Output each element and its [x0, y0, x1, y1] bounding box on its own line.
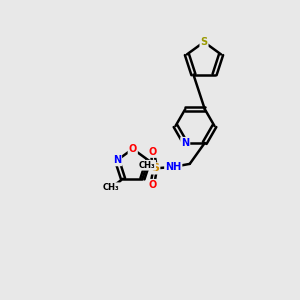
Text: CH₃: CH₃	[139, 161, 155, 170]
Text: O: O	[148, 147, 156, 157]
Text: O: O	[148, 180, 156, 190]
Text: S: S	[200, 37, 208, 47]
Text: N: N	[181, 138, 189, 148]
Text: NH: NH	[165, 162, 181, 172]
Text: S: S	[151, 164, 159, 173]
Text: O: O	[129, 144, 137, 154]
Text: N: N	[113, 155, 121, 165]
Text: CH₃: CH₃	[103, 183, 119, 192]
